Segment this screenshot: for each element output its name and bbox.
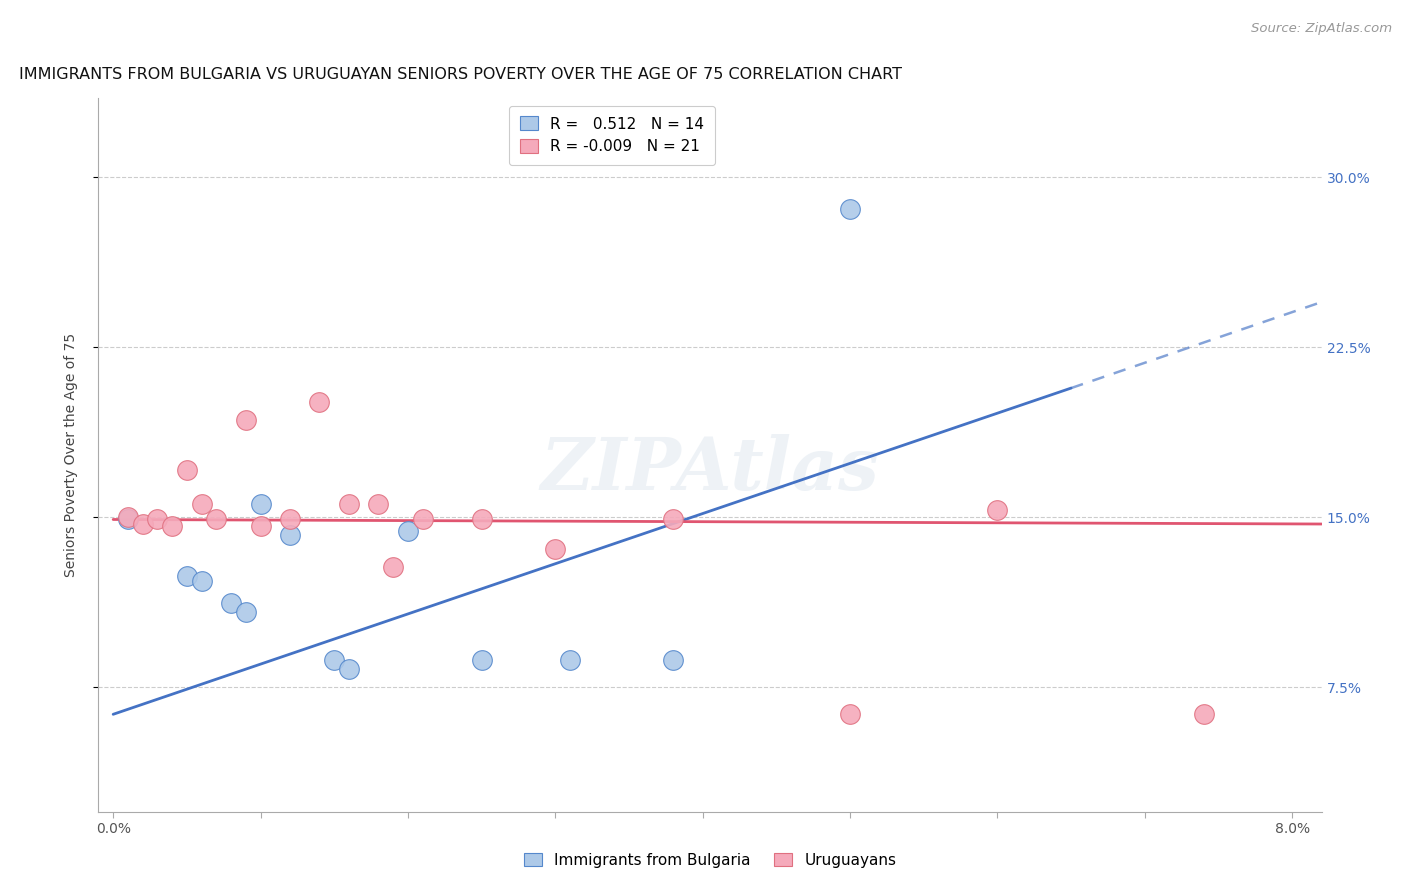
Point [308, 394, 330, 409]
Point [190, 574, 212, 588]
Point [986, 503, 1008, 517]
Point [396, 524, 419, 538]
Point [146, 512, 169, 526]
Legend: Immigrants from Bulgaria, Uruguayans: Immigrants from Bulgaria, Uruguayans [516, 845, 904, 875]
Point [235, 413, 257, 427]
Point [278, 528, 301, 542]
Point [249, 497, 271, 511]
Point [249, 519, 271, 533]
Point [176, 463, 198, 477]
Point [662, 653, 685, 667]
Point [382, 560, 405, 574]
Point [471, 512, 494, 526]
Point [471, 653, 494, 667]
Point [323, 653, 346, 667]
Point [544, 541, 567, 556]
Y-axis label: Seniors Poverty Over the Age of 75: Seniors Poverty Over the Age of 75 [63, 333, 77, 577]
Point [412, 512, 434, 526]
Point [337, 497, 360, 511]
Point [219, 596, 242, 610]
Point [160, 519, 183, 533]
Text: Source: ZipAtlas.com: Source: ZipAtlas.com [1251, 22, 1392, 36]
Point [662, 512, 685, 526]
Point [117, 510, 139, 524]
Text: IMMIGRANTS FROM BULGARIA VS URUGUAYAN SENIORS POVERTY OVER THE AGE OF 75 CORRELA: IMMIGRANTS FROM BULGARIA VS URUGUAYAN SE… [18, 67, 901, 82]
Point [558, 653, 581, 667]
Point [839, 202, 862, 216]
Point [278, 512, 301, 526]
Point [1192, 707, 1215, 722]
Point [337, 662, 360, 676]
Point [839, 707, 862, 722]
Point [235, 606, 257, 620]
Point [117, 512, 139, 526]
Text: ZIPAtlas: ZIPAtlas [541, 434, 879, 505]
Point [131, 516, 153, 531]
Point [176, 569, 198, 583]
Point [205, 512, 228, 526]
Point [367, 497, 389, 511]
Point [190, 497, 212, 511]
